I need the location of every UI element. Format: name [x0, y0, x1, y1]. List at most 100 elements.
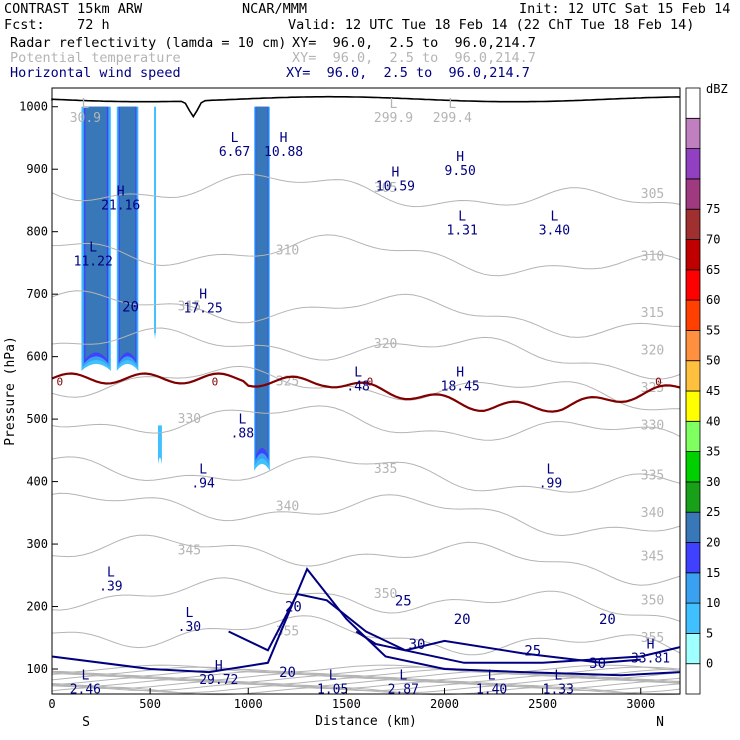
wind-label-3: 20: [454, 612, 471, 628]
colorbar-bin-9: [685, 390, 701, 422]
extremum-value-9: .94: [191, 476, 215, 491]
theta-contour-340: [51, 492, 681, 537]
colorbar-label-40: 40: [706, 414, 720, 428]
extremum-kind-13: H: [456, 366, 464, 381]
colorbar-bin-11: [685, 329, 701, 362]
wind-contour-2: [355, 630, 641, 664]
colorbar-label-10: 10: [706, 596, 720, 610]
y-tick-label-1000: 1000: [19, 100, 48, 114]
extremum-value-6: 33.81: [631, 651, 670, 666]
model-title: CONTRAST 15km ARW: [4, 1, 143, 17]
extremum-value-7: .30: [178, 620, 201, 635]
x-end-label-right: N: [656, 715, 664, 730]
x-tick-label-500: 500: [139, 697, 161, 711]
x-tick-label-3000: 3000: [626, 697, 655, 711]
colorbar-label-65: 65: [706, 263, 720, 277]
extremum-kind-0: L: [81, 669, 89, 684]
extremum-value-17: 1.31: [447, 223, 478, 238]
x-tick-label-2500: 2500: [528, 697, 557, 711]
theta-contour-320: [51, 327, 681, 380]
reflectivity-cell-1-level-3: [119, 106, 136, 360]
extremum-value-16: 21.16: [101, 198, 140, 213]
extremum-value-15: 11.22: [74, 255, 113, 270]
colorbar-label-70: 70: [706, 233, 720, 247]
init-time: Init: 12 UTC Sat 15 Feb 14: [519, 1, 731, 17]
colorbar-label-50: 50: [706, 354, 720, 368]
theta-label-340: 340: [276, 500, 299, 515]
x-tick-label-1500: 1500: [332, 697, 361, 711]
extremum-value-18: 3.40: [539, 223, 570, 238]
theta-label-right-310: 310: [641, 250, 664, 265]
extremum-value-10: .99: [539, 476, 562, 491]
x-end-label-left: S: [82, 715, 90, 730]
colorbar-bin-1: [685, 633, 701, 665]
colorbar-bin-12: [685, 299, 701, 331]
x-tick-label-1000: 1000: [234, 697, 263, 711]
x-axis-label: Distance (km): [315, 714, 417, 729]
extremum-kind-3: L: [399, 669, 407, 684]
colorbar-label-35: 35: [706, 445, 720, 459]
colorbar-bin-8: [685, 420, 701, 452]
field-wind-xy: XY= 96.0, 2.5 to 96.0,214.7: [286, 65, 530, 81]
extremum-kind-17: L: [458, 209, 466, 224]
valid-time: Valid: 12 UTC Tue 18 Feb 14 (22 ChT Tue …: [288, 17, 695, 33]
extremum-kind-9: L: [199, 462, 207, 477]
extremum-kind-6: H: [647, 637, 655, 652]
x-tick-label-2000: 2000: [430, 697, 459, 711]
y-tick-label-500: 500: [26, 412, 48, 426]
extremum-value-12: .48: [346, 380, 369, 395]
colorbar-bin-6: [685, 481, 701, 513]
org-label: NCAR/MMM: [242, 1, 308, 17]
wind-contour-1: [228, 592, 681, 664]
colorbar-bin-7: [685, 451, 701, 483]
theta-contour-335: [51, 456, 681, 493]
extremum-kind-1: H: [215, 659, 223, 674]
wind-contours-layer: 20 30 25 20 25 20 30 20 20: [51, 300, 681, 681]
wind-label-5: 20: [285, 600, 302, 616]
extremum-value-3: 2.87: [388, 683, 419, 698]
extremum-value-2: 1.05: [317, 683, 348, 698]
extremum-value-0: 2.46: [70, 683, 101, 698]
theta-contour-345: [51, 534, 681, 586]
freezing-level-label-3: 0: [655, 376, 662, 389]
field-wind-name: Horizontal wind speed: [10, 65, 181, 81]
theta-label-right-315: 315: [641, 306, 664, 321]
terrain-layer: [51, 95, 680, 119]
wind-label-8: 20: [122, 300, 139, 316]
colorbar-label-0: 0: [706, 657, 713, 671]
plot-frame: [51, 87, 681, 695]
colorbar-label-5: 5: [706, 626, 713, 640]
extremum-kind-14: H: [199, 287, 207, 302]
y-tick-label-300: 300: [26, 537, 48, 551]
wind-label-6: 30: [589, 656, 606, 672]
extremum-kind-12: L: [354, 366, 362, 381]
wind-label-2: 25: [524, 643, 541, 659]
colorbar-bin-13: [685, 269, 701, 301]
theta-contour-355: [51, 615, 681, 656]
reflectivity-cell-2-level-3: [256, 106, 268, 455]
extremum-value-14: 17.25: [184, 301, 223, 316]
extremum-kind-22: H: [280, 131, 288, 146]
theta-contour-310: [51, 234, 681, 277]
extremum-value-19: 10.59: [376, 180, 415, 195]
theta-label-315: 315: [178, 300, 201, 315]
axes-layer: 0 500 1000 1500 2000 2500 30001002003004005006…: [3, 100, 664, 730]
wind-label-0: 20: [279, 665, 296, 681]
theta-label-right-320: 320: [641, 343, 664, 358]
colorbar-label-30: 30: [706, 475, 720, 489]
theta-label-305: 305: [374, 181, 397, 196]
y-tick-label-700: 700: [26, 287, 48, 301]
colorbar-label-20: 20: [706, 536, 720, 550]
extremum-kind-5: L: [554, 669, 562, 684]
extremum-value-8: .39: [99, 579, 122, 594]
extremum-value-1: 29.72: [199, 673, 238, 688]
colorbar-label-55: 55: [706, 323, 720, 337]
extremum-kind-4: L: [488, 669, 496, 684]
extremum-value-11: .88: [231, 426, 254, 441]
field-theta-name: Potential temperature: [10, 50, 181, 66]
y-tick-label-100: 100: [26, 662, 48, 676]
wind-contour-0: [51, 567, 681, 677]
extremum-value-20: 9.50: [445, 164, 476, 179]
